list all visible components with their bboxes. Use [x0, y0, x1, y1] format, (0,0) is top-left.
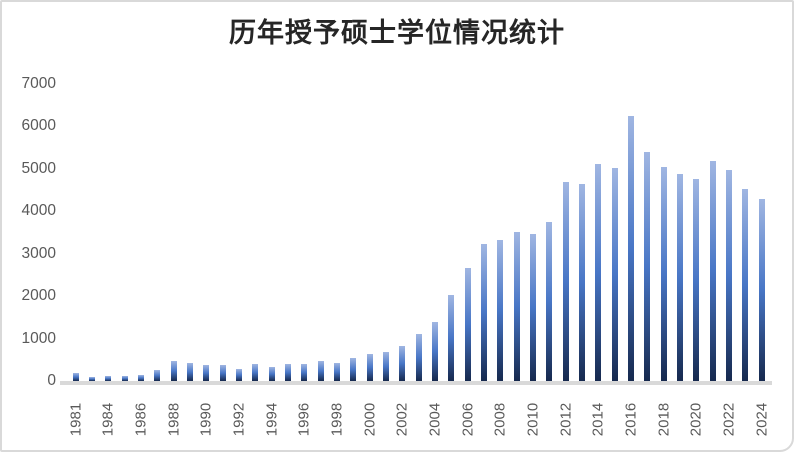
x-axis-line: [60, 381, 772, 385]
x-tick-label: 2018: [655, 402, 673, 437]
bar: [170, 361, 177, 381]
x-tick-label: 2006: [459, 402, 477, 437]
bar: [693, 179, 700, 381]
bar: [480, 244, 487, 381]
x-tick-label: 2008: [491, 402, 509, 437]
bar: [562, 182, 569, 381]
x-tick-label: 1986: [132, 402, 150, 437]
bar: [676, 174, 683, 381]
bar: [154, 370, 161, 381]
x-tick-label: 2022: [720, 402, 738, 437]
bar: [236, 369, 242, 381]
bar: [415, 334, 422, 381]
x-tick-label: 1996: [295, 402, 313, 437]
bar: [758, 199, 765, 381]
x-tick-label: 1994: [263, 402, 281, 437]
bar: [268, 367, 275, 381]
y-tick-label: 0: [47, 372, 56, 389]
x-tick-label: 1984: [99, 402, 117, 437]
bar: [529, 234, 536, 381]
y-tick-label: 2000: [21, 287, 56, 305]
x-tick-label: 2024: [753, 402, 771, 437]
x-tick-label: 2016: [622, 402, 640, 437]
x-tick-label: 1988: [165, 402, 183, 437]
bar: [301, 364, 308, 381]
bar: [497, 240, 504, 381]
bar: [285, 364, 291, 381]
bar: [595, 164, 602, 381]
bar: [334, 363, 340, 381]
bar: [513, 232, 520, 381]
bar: [366, 354, 373, 381]
bar: [138, 375, 144, 381]
x-tick-label: 2014: [589, 402, 607, 437]
x-tick-label: 1990: [197, 402, 215, 437]
x-tick-label: 2004: [426, 402, 444, 437]
bar: [105, 376, 112, 381]
x-tick-label: 1998: [328, 402, 346, 437]
bar: [350, 358, 357, 381]
x-tick-label: 2012: [557, 402, 575, 437]
bar: [578, 184, 585, 381]
bar: [742, 189, 749, 381]
x-tick-label: 2002: [393, 402, 411, 437]
chart-title: 历年授予硕士学位情况统计: [229, 18, 565, 48]
x-tick-label: 1992: [230, 402, 248, 437]
bar: [660, 167, 667, 381]
bar: [399, 346, 406, 381]
y-tick-label: 6000: [21, 117, 56, 135]
bar: [121, 376, 128, 381]
bar: [72, 373, 79, 381]
x-tick-label: 2020: [687, 402, 705, 437]
bar: [611, 168, 618, 381]
bar: [432, 322, 438, 381]
bar: [644, 152, 651, 381]
x-tick-label: 1981: [67, 402, 85, 437]
bar: [709, 161, 716, 381]
y-tick-label: 5000: [21, 159, 56, 177]
bar: [383, 352, 389, 381]
bar: [627, 116, 634, 381]
bar: [203, 365, 210, 381]
bar: [317, 361, 324, 381]
bar: [187, 363, 193, 381]
y-tick-label: 3000: [21, 244, 56, 262]
bar: [252, 364, 259, 381]
y-tick-label: 1000: [21, 329, 56, 347]
y-tick-label: 4000: [21, 202, 56, 220]
bar: [89, 377, 95, 381]
bar: [546, 222, 553, 381]
x-tick-label: 2000: [361, 402, 379, 437]
bar: [464, 268, 471, 381]
bar: [725, 170, 732, 381]
y-tick-label: 7000: [21, 74, 56, 92]
bar: [219, 365, 226, 381]
bar: [448, 295, 455, 381]
x-tick-label: 2010: [524, 402, 542, 437]
